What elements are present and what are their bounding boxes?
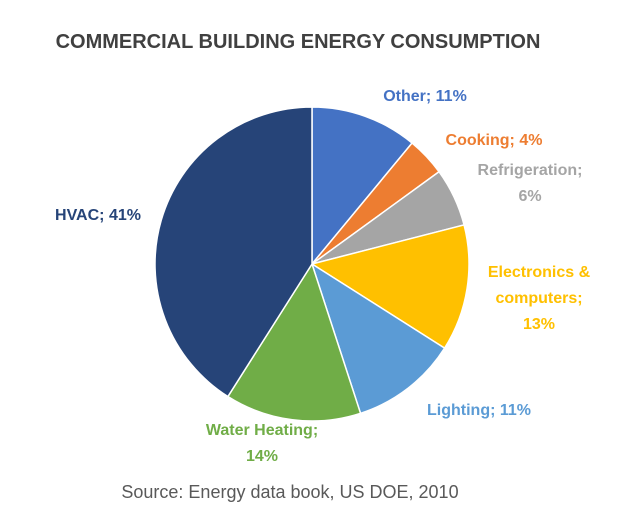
- slice-lighting: [310, 262, 446, 415]
- pie-slices: [154, 106, 470, 422]
- source-note: Source: Energy data book, US DOE, 2010: [121, 482, 458, 502]
- slice-hvac: [154, 106, 313, 398]
- label-refrigeration: Refrigeration; 6%: [478, 162, 583, 205]
- slice-other: [311, 106, 414, 267]
- label-water-heating: Water Heating; 14%: [206, 422, 318, 465]
- label-other: Other; 11%: [383, 88, 467, 105]
- slice-labels: Other; 11% Cooking; 4% Refrigeration; 6% Ele…: [55, 88, 591, 465]
- label-lighting: Lighting; 11%: [427, 402, 531, 419]
- label-electronics-computers: Electronics & computers; 13%: [488, 264, 591, 333]
- slice-water-heating: [226, 262, 362, 422]
- label-cooking: Cooking; 4%: [446, 132, 543, 149]
- label-hvac: HVAC; 41%: [55, 207, 141, 224]
- slice-electronics-computers: [310, 224, 470, 350]
- chart-title: COMMERCIAL BUILDING ENERGY CONSUMPTION: [56, 31, 541, 53]
